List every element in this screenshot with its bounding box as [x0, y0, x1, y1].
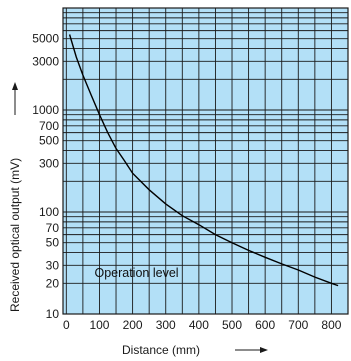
y-tick-label: 20	[46, 276, 60, 290]
y-tick-label: 500	[39, 134, 59, 148]
x-tick-label: 0	[63, 318, 70, 332]
y-tick-label: 300	[39, 156, 59, 170]
x-tick-label: 200	[123, 318, 143, 332]
x-axis-arrowhead-icon	[260, 347, 268, 353]
operation-level-label: Operation level	[94, 266, 178, 280]
x-tick-label: 800	[321, 318, 341, 332]
y-tick-label: 70	[46, 221, 60, 235]
y-tick-label: 50	[46, 236, 60, 250]
x-tick-label: 400	[189, 318, 209, 332]
y-tick-label: 1000	[32, 103, 59, 117]
plot-area	[62, 7, 349, 315]
output-curve	[68, 34, 339, 287]
y-tick-label: 3000	[32, 54, 59, 68]
x-tick-label: 300	[156, 318, 176, 332]
y-axis-label: Received optical output (mV)	[8, 158, 22, 312]
y-tick-label: 100	[39, 205, 59, 219]
x-tick-label: 500	[222, 318, 242, 332]
x-axis-label: Distance (mm)	[122, 343, 200, 357]
y-tick-label: 30	[46, 258, 60, 272]
y-tick-label: 700	[39, 119, 59, 133]
x-tick-label: 700	[288, 318, 308, 332]
x-tick-labels: 0 100 200 300 400 500 600 700 800	[63, 318, 342, 332]
x-tick-label: 100	[89, 318, 109, 332]
x-tick-label: 600	[255, 318, 275, 332]
y-tick-label: 10	[46, 307, 60, 321]
y-axis-arrowhead-icon	[12, 82, 18, 90]
y-tick-label: 5000	[32, 32, 59, 46]
grid	[63, 8, 348, 315]
